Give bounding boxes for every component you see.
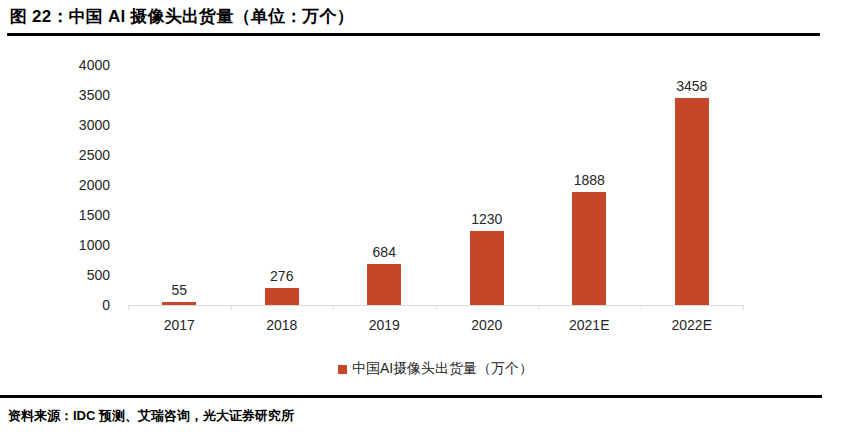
x-axis-tick-label: 2020	[436, 317, 539, 333]
legend-label: 中国AI摄像头出货量（万个）	[352, 360, 533, 378]
x-axis-tick-label: 2021E	[538, 317, 641, 333]
bar	[162, 302, 196, 305]
x-axis-tick	[538, 305, 539, 309]
chart-legend: 中国AI摄像头出货量（万个）	[128, 360, 743, 378]
bar	[470, 231, 504, 305]
y-axis-tick-label: 4000	[40, 57, 110, 73]
y-axis-tick-label: 1500	[40, 207, 110, 223]
y-axis-tick-label: 1000	[40, 237, 110, 253]
y-axis-tick-label: 3500	[40, 87, 110, 103]
bar-value-label: 55	[139, 282, 219, 298]
y-axis-tick-label: 3000	[40, 117, 110, 133]
x-axis-tick	[231, 305, 232, 309]
bar-value-label: 1230	[447, 211, 527, 227]
x-axis-tick-label: 2018	[231, 317, 334, 333]
bar	[572, 192, 606, 305]
bar	[265, 288, 299, 305]
bar	[367, 264, 401, 305]
source-attribution: 资料来源：IDC 预测、艾瑞咨询，光大证券研究所	[8, 407, 294, 425]
bar	[675, 98, 709, 305]
x-axis-tick	[641, 305, 642, 309]
bar-value-label: 3458	[652, 78, 732, 94]
y-axis-tick-label: 0	[40, 297, 110, 313]
x-axis-tick	[743, 305, 744, 309]
x-axis-tick	[333, 305, 334, 309]
report-figure: 图 22：中国 AI 摄像头出货量（单位：万个） 050010001500200…	[0, 0, 852, 432]
bar-value-label: 276	[242, 268, 322, 284]
x-axis-tick-label: 2022E	[641, 317, 744, 333]
y-axis-tick-label: 500	[40, 267, 110, 283]
x-axis-tick-label: 2017	[128, 317, 231, 333]
x-axis-tick	[128, 305, 129, 309]
x-axis-tick	[436, 305, 437, 309]
x-axis-tick-label: 2019	[333, 317, 436, 333]
footer-divider-line	[0, 395, 822, 398]
legend-square-icon	[338, 365, 347, 374]
bar-value-label: 1888	[549, 172, 629, 188]
bar-value-label: 684	[344, 244, 424, 260]
y-axis-tick-label: 2500	[40, 147, 110, 163]
y-axis-tick-label: 2000	[40, 177, 110, 193]
